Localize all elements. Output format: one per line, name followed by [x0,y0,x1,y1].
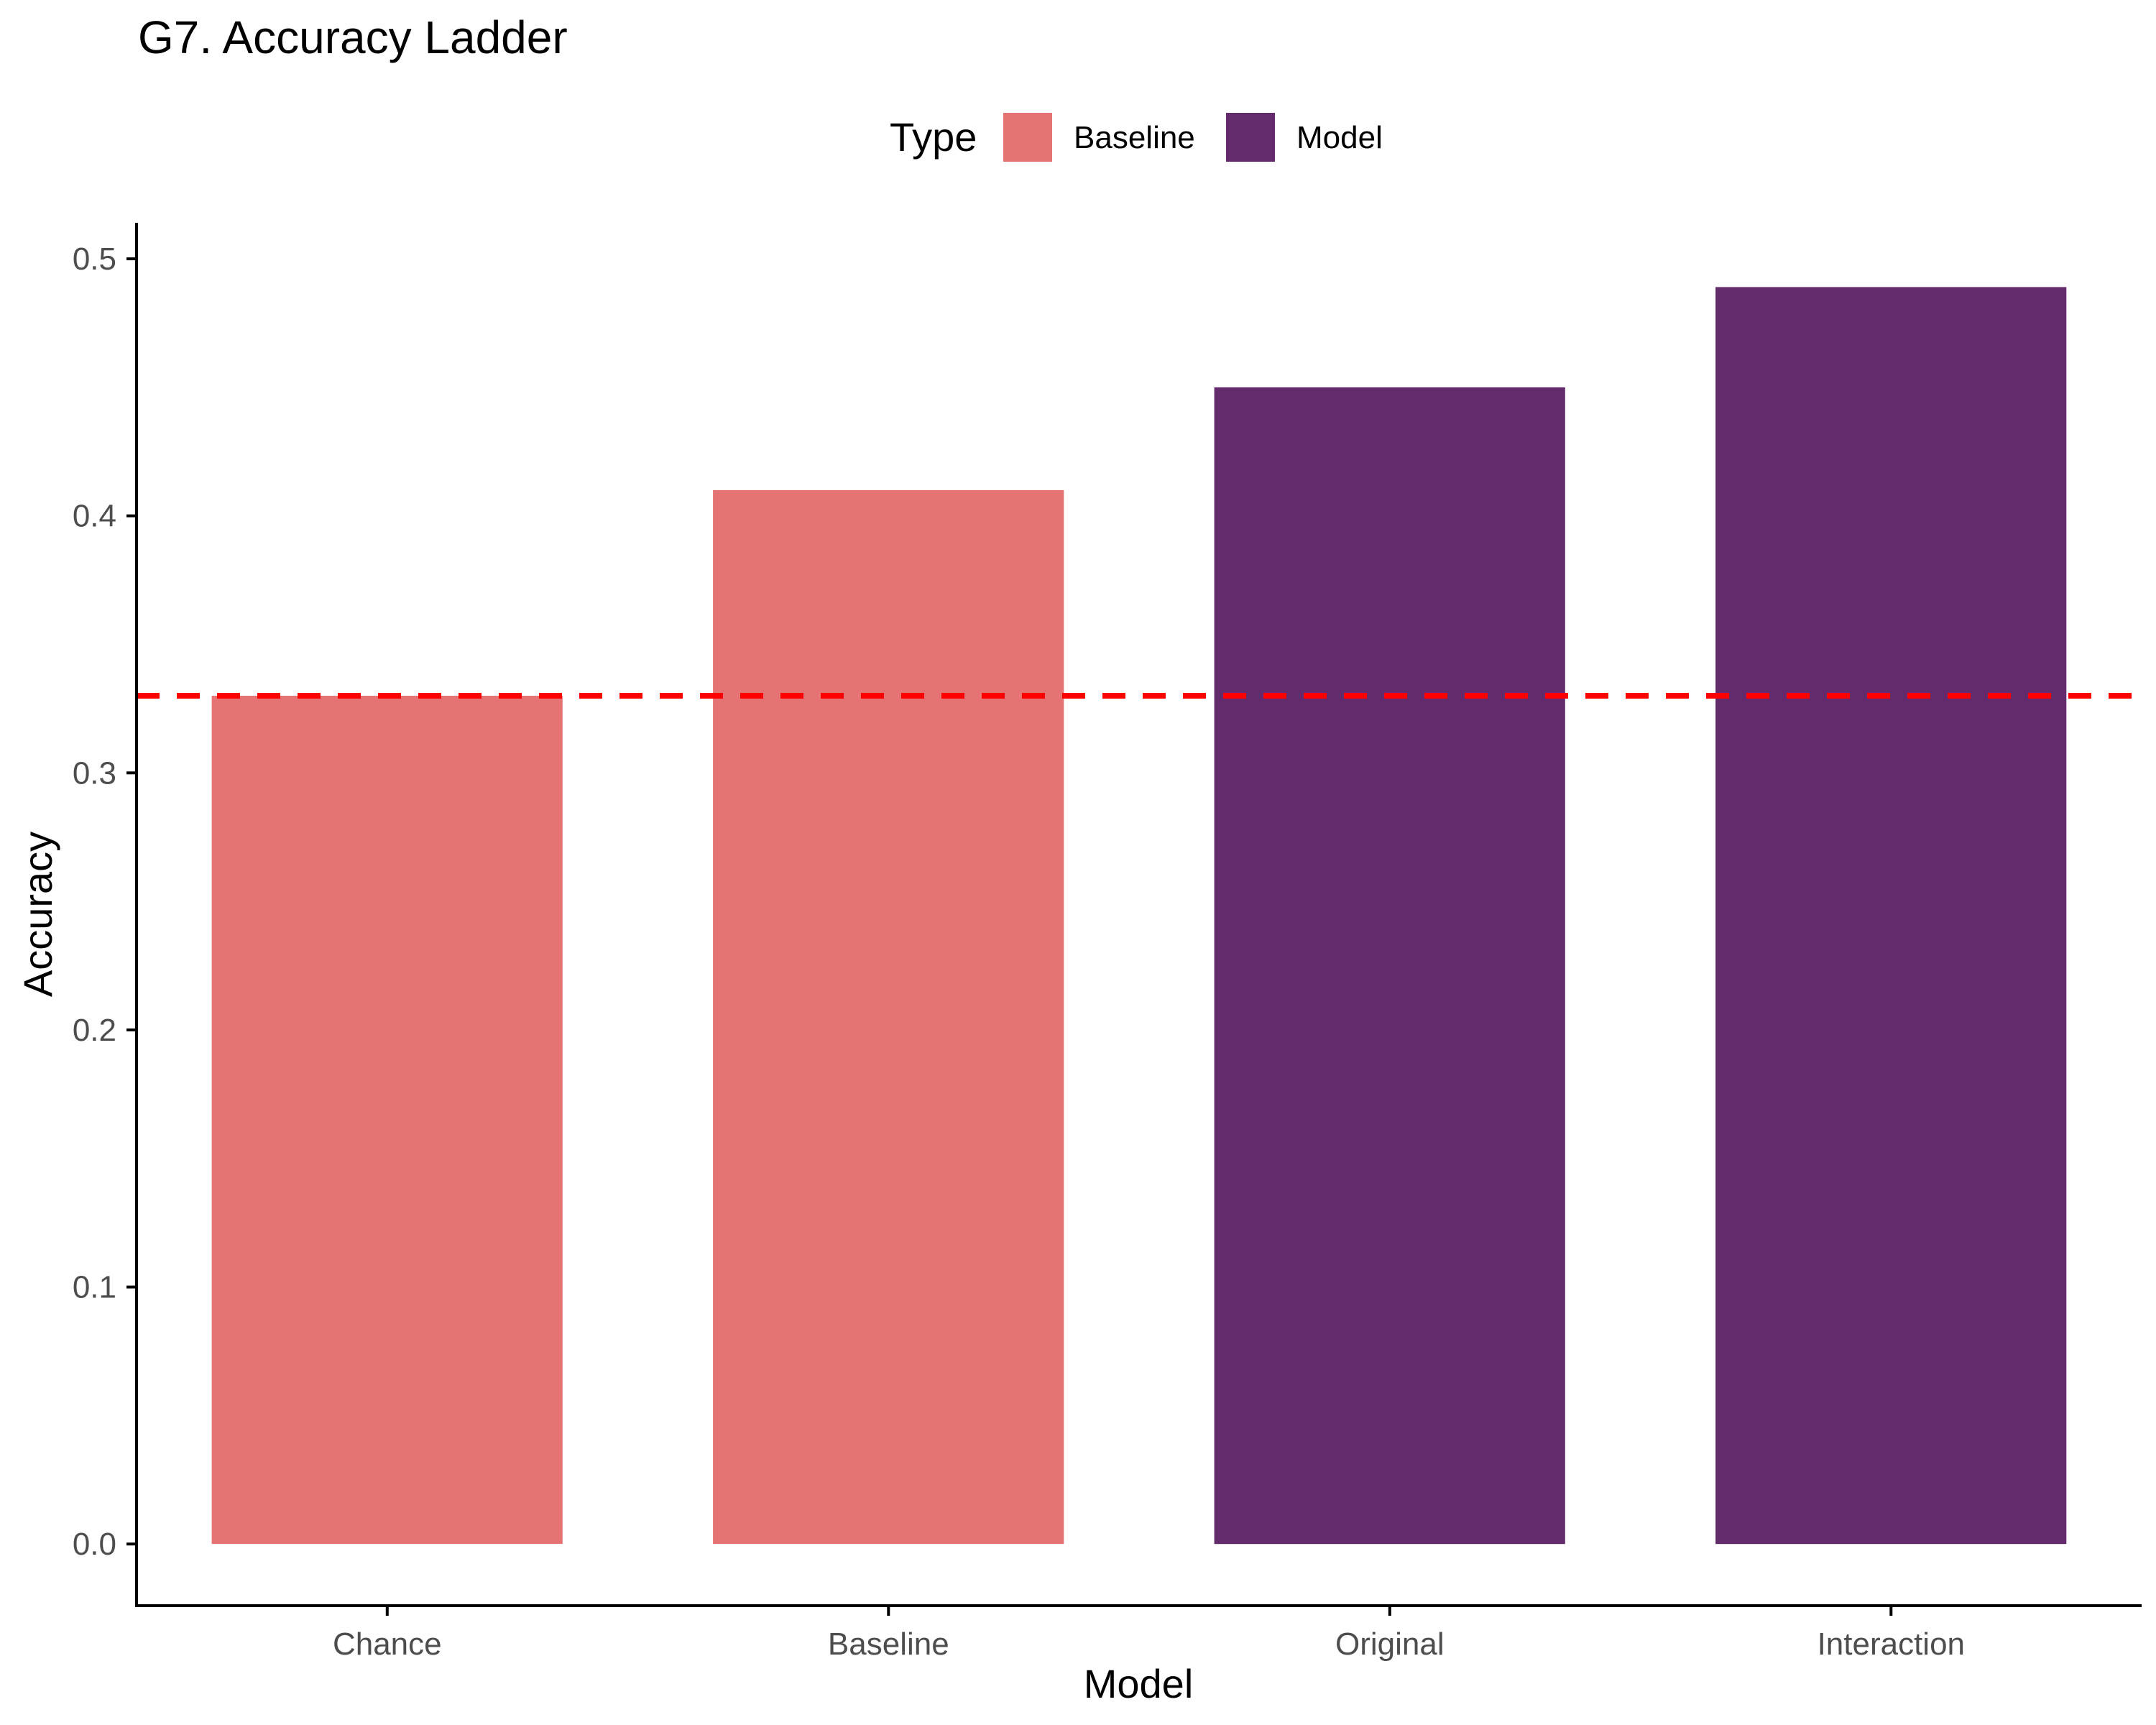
x-tick-label-chance: Chance [333,1627,442,1662]
x-tick-label-interaction: Interaction [1818,1627,1965,1662]
legend: Type Baseline Model [890,113,1383,162]
y-tick-label: 0.2 [73,1013,116,1048]
legend-swatch-baseline [1003,113,1052,162]
y-tick-label: 0.1 [73,1270,116,1305]
x-tick-label-original: Original [1335,1627,1445,1662]
axes-layer: 0.0 0.1 0.2 0.3 0.4 0.5 Chance Baseline Original… [73,223,2142,1662]
y-tick-label: 0.0 [73,1527,116,1562]
x-axis-title: Model [1084,1661,1194,1706]
bars-layer [211,287,2067,1545]
bar-original [1214,387,1565,1545]
legend-swatch-model [1226,113,1275,162]
y-tick-label: 0.3 [73,755,116,791]
y-tick-label: 0.5 [73,242,116,277]
chart-title: G7. Accuracy Ladder [138,12,568,63]
bar-interaction [1715,287,2067,1545]
bar-baseline [713,489,1064,1545]
y-tick-label: 0.4 [73,499,116,534]
x-tick-label-baseline: Baseline [828,1627,949,1662]
legend-label-baseline: Baseline [1074,120,1195,155]
legend-label-model: Model [1296,120,1383,155]
legend-title: Type [890,114,977,160]
y-axis-title: Accuracy [15,832,60,997]
bar-chance [211,696,563,1545]
